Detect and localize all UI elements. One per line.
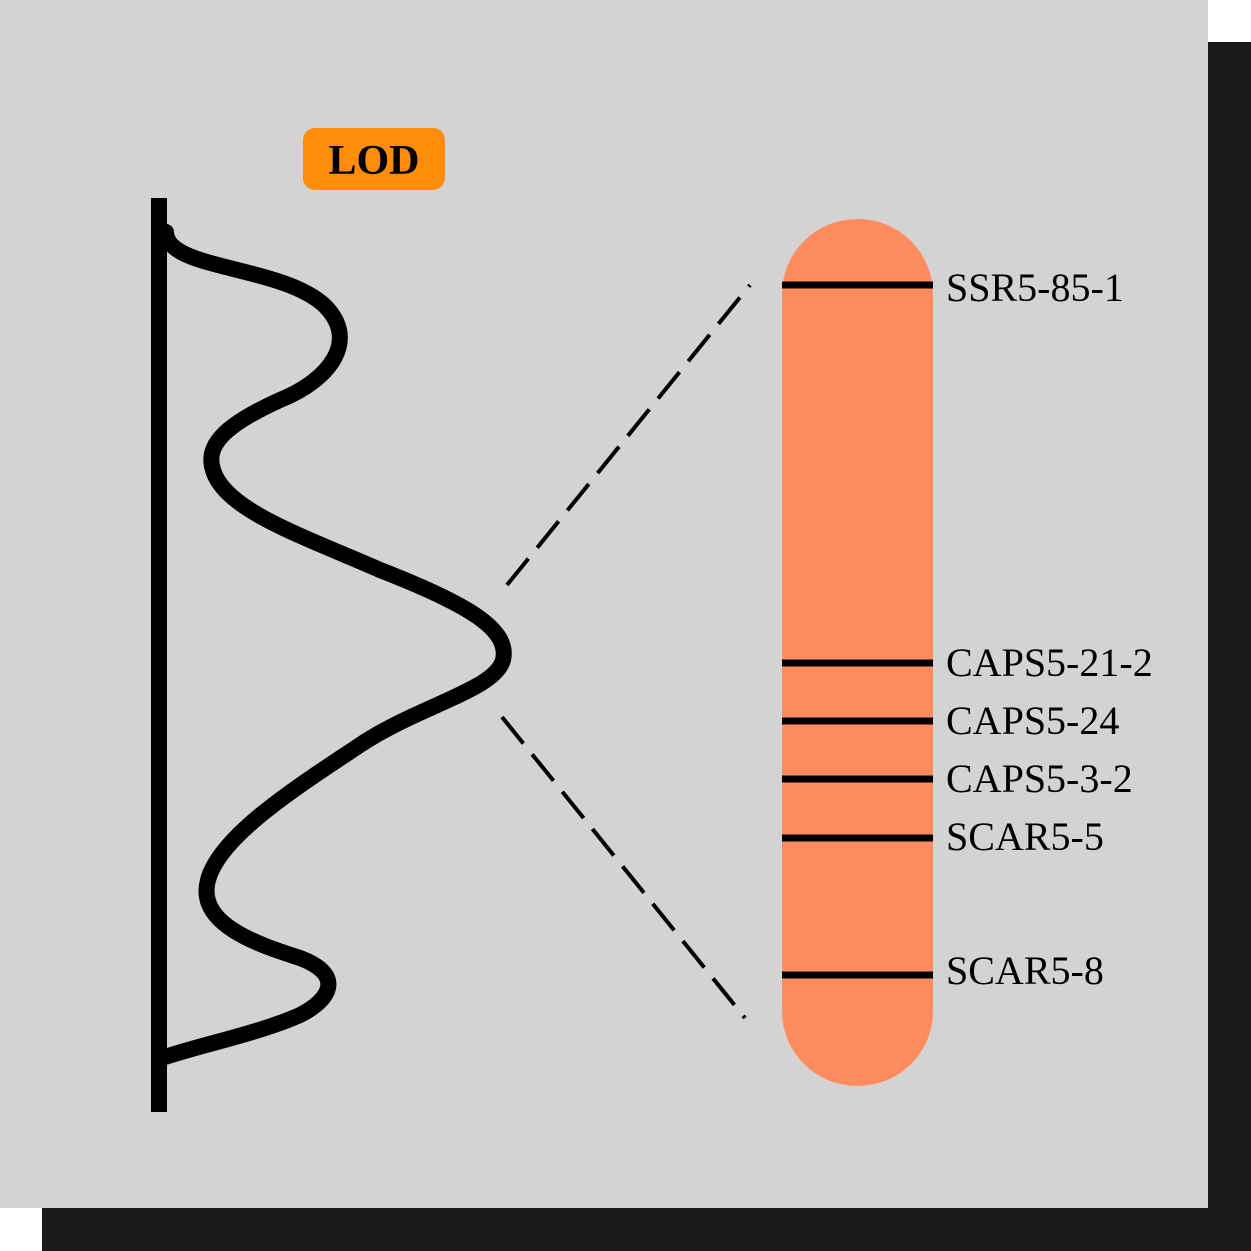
marker-label: SSR5-85-1 xyxy=(946,265,1124,310)
dashed-connector-lower xyxy=(500,715,747,1020)
marker-scar5-8: SCAR5-8 xyxy=(782,948,1104,993)
lod-curve-icon xyxy=(154,224,512,1066)
marker-caps5-21-2: CAPS5-21-2 xyxy=(782,640,1153,685)
marker-label: CAPS5-3-2 xyxy=(946,756,1133,801)
marker-label: SCAR5-8 xyxy=(946,948,1104,993)
lod-badge: LOD xyxy=(303,128,445,190)
marker-scar5-5: SCAR5-5 xyxy=(782,814,1104,859)
chromosome-bar xyxy=(782,219,933,1086)
marker-caps5-3-2: CAPS5-3-2 xyxy=(782,756,1133,801)
marker-label: SCAR5-5 xyxy=(946,814,1104,859)
lod-badge-box xyxy=(303,128,445,190)
panel-background xyxy=(0,0,1208,1208)
dashed-connector-upper xyxy=(505,283,752,587)
marker-caps5-24: CAPS5-24 xyxy=(782,698,1119,743)
marker-label: CAPS5-21-2 xyxy=(946,640,1153,685)
marker-group: SSR5-85-1 CAPS5-21-2 CAPS5-24 CAPS5-3-2 … xyxy=(782,265,1153,993)
marker-label: CAPS5-24 xyxy=(946,698,1119,743)
marker-ssr5-85-1: SSR5-85-1 xyxy=(782,265,1124,310)
lod-badge-label: LOD xyxy=(328,138,419,184)
